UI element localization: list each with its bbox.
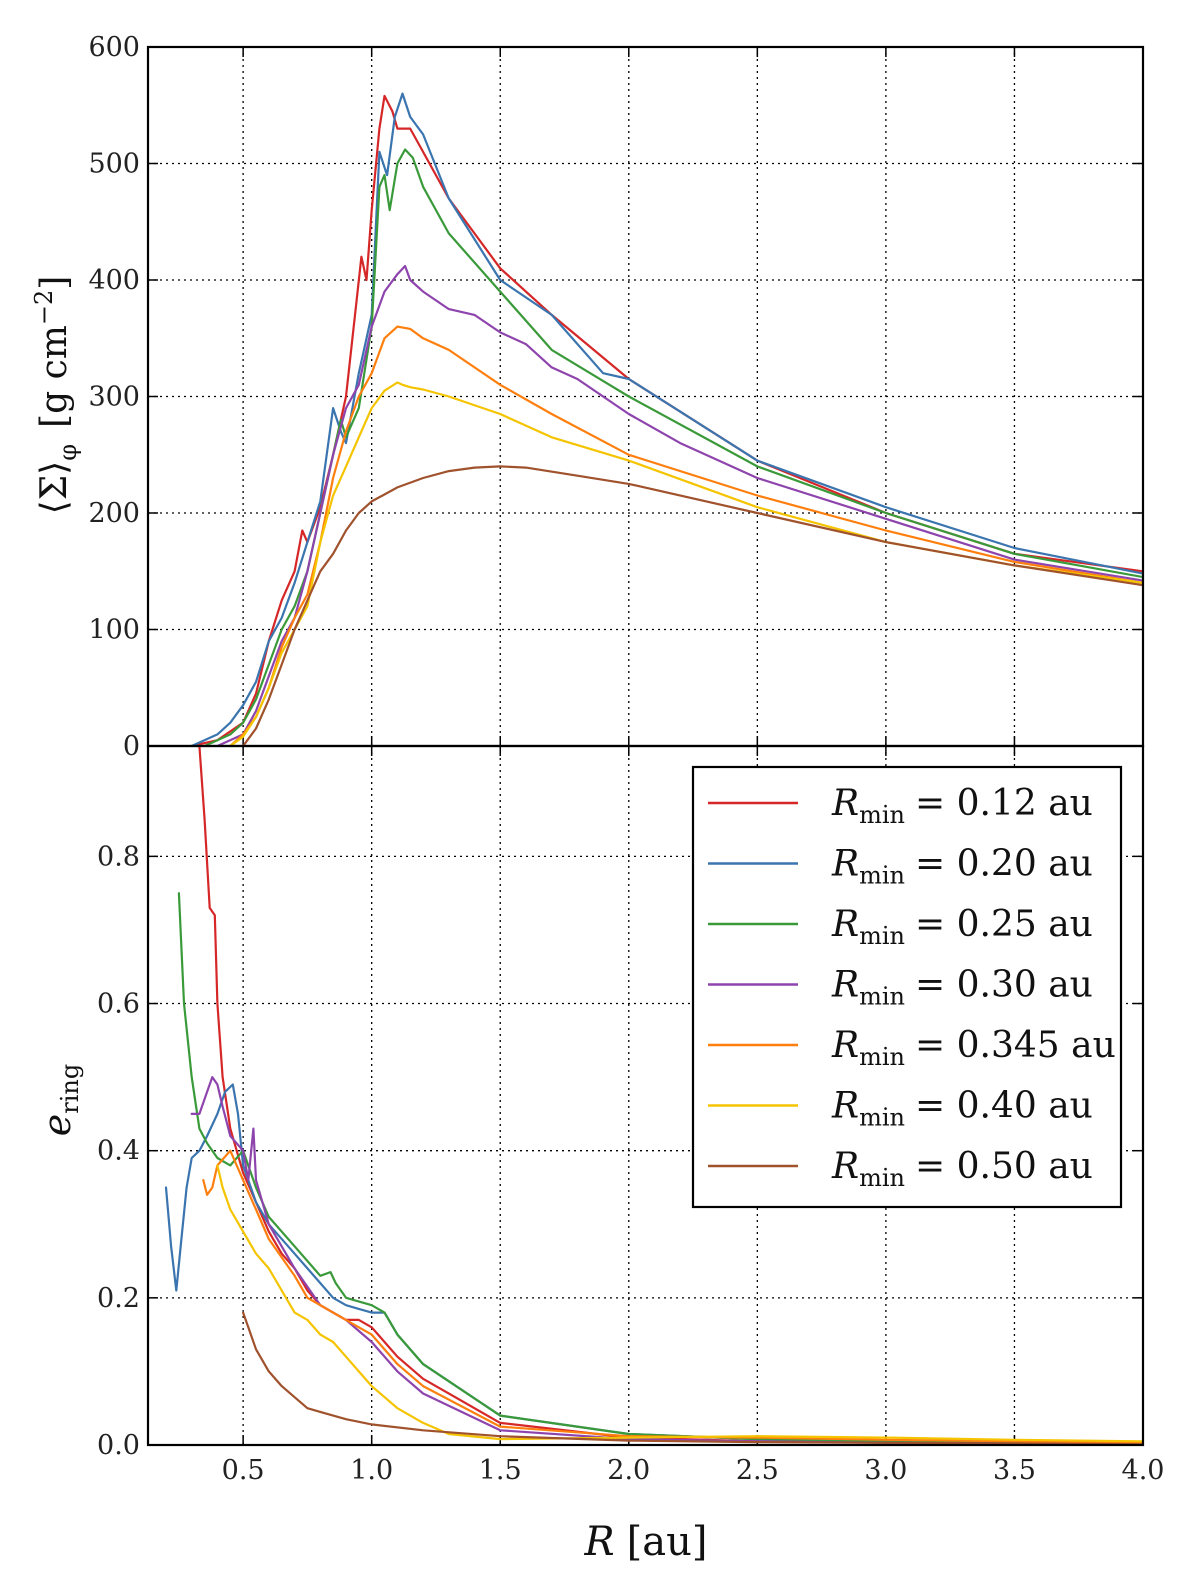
y-tick-label: 100 bbox=[88, 615, 140, 646]
x-tick-label: 4.0 bbox=[1122, 1455, 1165, 1486]
bottom-ylabel: ering bbox=[35, 1064, 84, 1136]
legend: Rmin = 0.12 au Rmin = 0.20 au Rmin = 0.25 au R… bbox=[691, 765, 1123, 1209]
top-ylabel: ⟨Σ⟩φ[g cm−2] bbox=[30, 276, 82, 515]
x-axis-label: R [au] bbox=[584, 1519, 708, 1565]
legend-label: Rmin = 0.20 au bbox=[831, 844, 1093, 890]
y-tick-label: 300 bbox=[88, 382, 140, 413]
top-panel: 0 100 200 300 400 500 600 bbox=[88, 32, 1145, 762]
legend-box bbox=[691, 765, 1123, 1209]
x-tick-label: 1.5 bbox=[479, 1455, 522, 1486]
legend-label: Rmin = 0.50 au bbox=[831, 1146, 1093, 1192]
series-rmin-0-345-au-line bbox=[229, 325, 1143, 746]
y-tick-label: 0.8 bbox=[97, 841, 140, 872]
y-tick-label: 600 bbox=[88, 32, 140, 63]
legend-label: Rmin = 0.345 au bbox=[831, 1025, 1116, 1071]
series-rmin-0-25-au-line bbox=[177, 892, 1143, 1444]
y-tick-label: 0.0 bbox=[97, 1430, 140, 1461]
series-rmin-0-20-au-line bbox=[190, 92, 1143, 746]
series-rmin-0-30-au-line bbox=[190, 1075, 1143, 1445]
legend-label: Rmin = 0.40 au bbox=[831, 1086, 1093, 1132]
x-tick-label: 3.0 bbox=[864, 1455, 907, 1486]
y-tick-label: 500 bbox=[88, 149, 140, 180]
legend-label: Rmin = 0.30 au bbox=[831, 965, 1093, 1011]
y-tick-label: 0.6 bbox=[97, 989, 140, 1020]
series-group bbox=[190, 92, 1143, 746]
series-rmin-0-40-au-line bbox=[229, 381, 1143, 746]
series-rmin-0-30-au-line bbox=[216, 264, 1143, 746]
series-rmin-0-12-au-line bbox=[190, 94, 1143, 746]
x-tick-label: 2.5 bbox=[736, 1455, 779, 1486]
series-rmin-0-40-au-line bbox=[216, 1164, 1143, 1443]
plot-frame bbox=[146, 45, 1145, 748]
legend-label: Rmin = 0.12 au bbox=[831, 783, 1093, 829]
legend-label: Rmin = 0.25 au bbox=[831, 904, 1093, 950]
x-tick-label: 2.0 bbox=[607, 1455, 650, 1486]
y-tick-label: 0.4 bbox=[97, 1136, 140, 1167]
x-tick-label: 1.0 bbox=[350, 1455, 393, 1486]
y-tick-label: 400 bbox=[88, 265, 140, 296]
y-tick-label: 200 bbox=[88, 498, 140, 529]
series-group bbox=[164, 746, 1143, 1445]
x-tick-label: 3.5 bbox=[993, 1455, 1036, 1486]
plot-frame bbox=[146, 744, 1145, 1447]
x-tick-label: 0.5 bbox=[222, 1455, 265, 1486]
y-tick-label: 0 bbox=[123, 731, 140, 762]
series-rmin-0-25-au-line bbox=[203, 148, 1143, 746]
series-rmin-0-50-au-line bbox=[242, 465, 1143, 746]
series-rmin-0-50-au-line bbox=[242, 1311, 1143, 1445]
y-tick-label: 0.2 bbox=[97, 1283, 140, 1314]
